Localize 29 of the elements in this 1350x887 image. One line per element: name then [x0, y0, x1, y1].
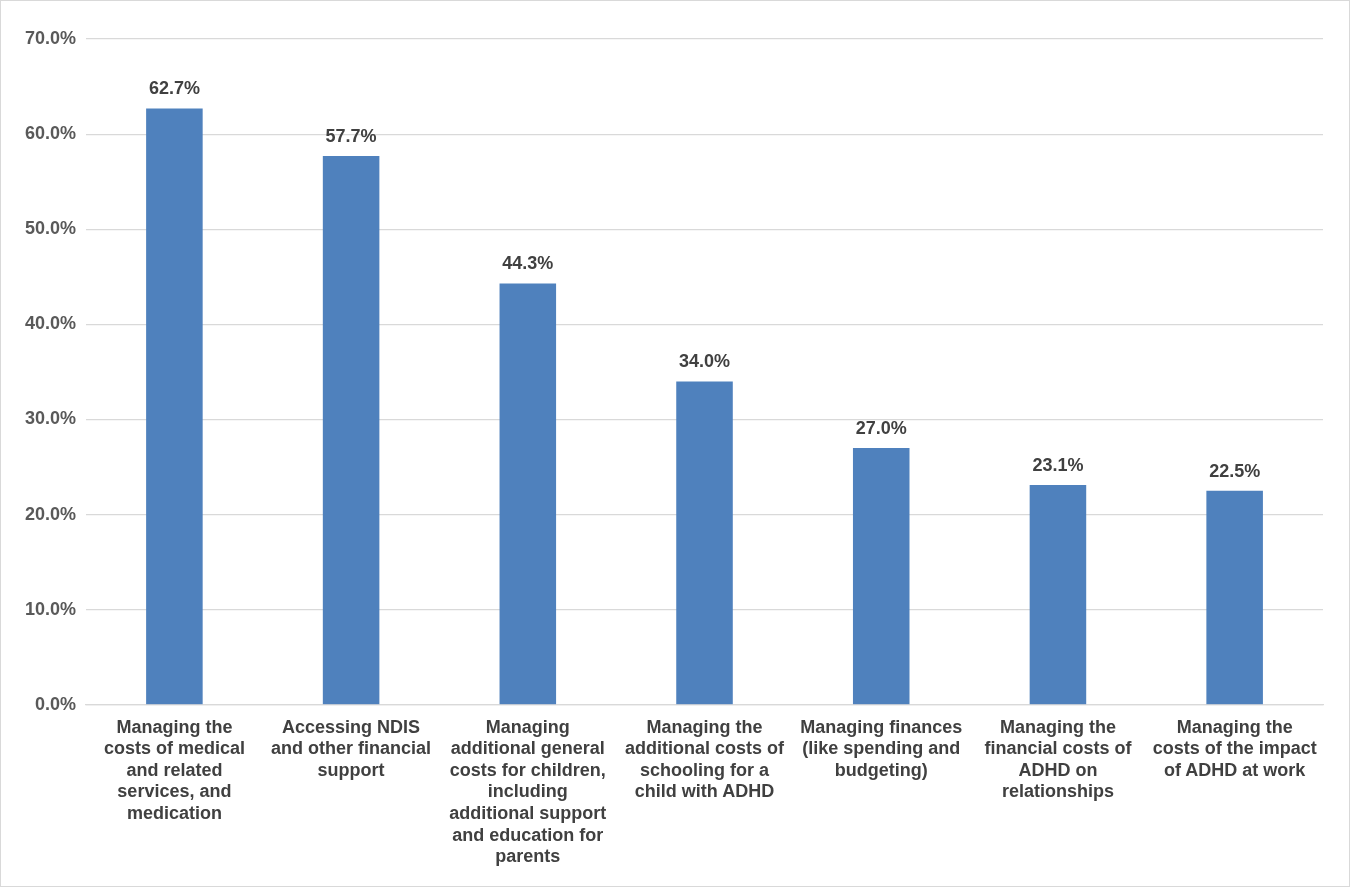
x-tick-label: Managing additional general costs for children, including additional support and education for parents	[449, 716, 607, 867]
x-tick-label: Managing the additional costs of schooling for a child with ADHD	[625, 716, 786, 802]
bar	[1029, 485, 1087, 705]
y-tick-label: 60.0%	[24, 123, 77, 144]
bar	[676, 381, 733, 705]
data-label: 34.0%	[679, 351, 731, 372]
bar	[1206, 490, 1263, 705]
bar	[499, 283, 557, 705]
x-tick-label: Accessing NDIS and other financial support	[271, 716, 432, 780]
x-tick-label: Managing the financial costs of ADHD on relationships	[984, 716, 1133, 802]
data-label: 23.1%	[1032, 455, 1084, 476]
x-tick-label: Managing the costs of the impact of ADHD at work	[1152, 716, 1317, 780]
y-tick-label: 10.0%	[24, 598, 77, 619]
y-tick-label: 20.0%	[24, 503, 77, 524]
x-tick-label: Managing finances (like spending and budgeting)	[800, 716, 963, 780]
y-tick-label: 30.0%	[24, 408, 77, 429]
y-tick-label: 50.0%	[24, 218, 77, 239]
bar	[852, 447, 910, 705]
data-label: 44.3%	[502, 253, 554, 274]
data-label: 57.7%	[325, 125, 377, 146]
data-label: 27.0%	[855, 417, 907, 438]
y-tick-label: 40.0%	[24, 313, 77, 334]
data-label: 62.7%	[148, 78, 200, 99]
data-label: 22.5%	[1209, 460, 1261, 481]
bar	[146, 108, 203, 705]
y-tick-label: 0.0%	[35, 693, 77, 714]
y-tick-label: 70.0%	[24, 27, 77, 48]
bar	[322, 155, 380, 705]
x-tick-label: Managing the costs of medical and related services, and medication	[103, 716, 245, 823]
